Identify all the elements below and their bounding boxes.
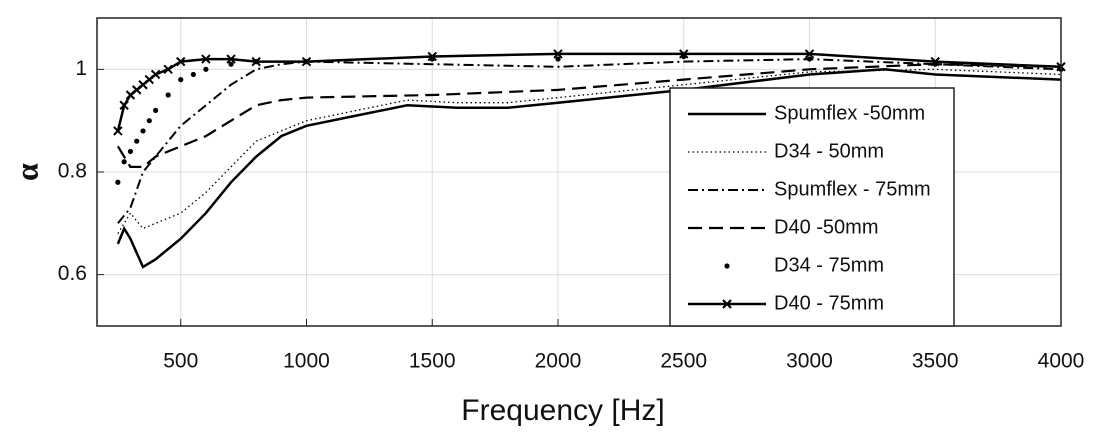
series-line [116,63,1062,168]
legend-box [669,87,955,327]
x-tick-label: 1500 [409,350,456,373]
marker [134,138,140,144]
marker [804,49,815,59]
x-tick-label: 500 [163,350,198,373]
x-tick-label: 3500 [912,350,959,373]
legend-label: D40 - 75mm [774,292,884,314]
marker [555,56,561,62]
marker [178,77,184,83]
marker [301,56,312,67]
marker [146,118,152,124]
legend-label: D34 - 75mm [774,254,884,276]
x-axis-label: Frequency [Hz] [461,394,664,427]
marker [176,56,186,67]
marker [203,66,209,72]
marker [427,51,437,62]
series-line [117,68,1062,234]
marker [127,148,134,155]
marker [121,159,127,165]
marker [119,100,129,110]
y-tick-label: 0.6 [58,262,87,285]
marker [140,128,146,134]
marker [201,54,211,64]
series-line [116,68,1062,269]
legend-label: Spumflex - 75mm [774,178,931,200]
x-tick-label: 1000 [283,350,330,373]
legend-swatch [724,263,730,269]
marker [165,92,171,98]
legend-label: Spumflex -50mm [774,102,925,124]
x-tick-label: 4000 [1038,350,1085,373]
marker [163,64,173,75]
marker [226,54,236,64]
marker [806,56,813,62]
y-tick-label: 1 [75,57,87,80]
marker [152,107,159,113]
marker [228,61,234,67]
marker [190,71,196,78]
y-tick-label: 0.8 [58,160,87,183]
marker [930,56,940,67]
x-tick-label: 2000 [535,350,582,373]
marker [113,126,123,136]
x-tick-label: 3000 [786,350,833,373]
marker [679,49,689,59]
series-line [117,58,1062,224]
legend-label: D34 - 50mm [774,140,884,162]
marker [150,69,161,80]
x-tick-label: 2500 [660,350,707,373]
y-axis-label: α [8,163,44,181]
marker [553,49,563,59]
plot-frame [96,17,1062,327]
marker [115,179,121,185]
legend-label: D40 -50mm [774,216,878,238]
legend: Spumflex -50mm D34 - 50mm Spumflex - 75mm D… [669,87,955,327]
legend-swatch [722,299,732,309]
marker [251,56,261,67]
